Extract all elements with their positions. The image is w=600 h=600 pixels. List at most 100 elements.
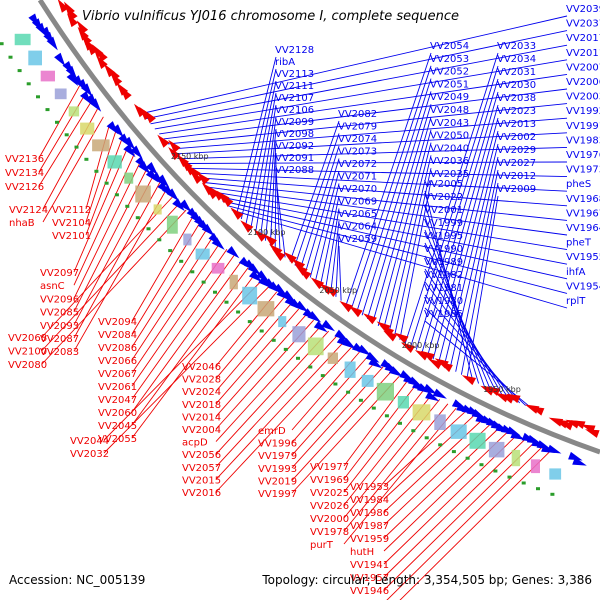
- forward-label-connector: [250, 92, 277, 228]
- gene-label-forward: VV2079: [338, 122, 377, 133]
- gc-skew-mark: [55, 120, 59, 124]
- gene-label-reverse: VV2080: [8, 360, 47, 371]
- kbp-tick-label: 2150 kbp: [171, 152, 209, 161]
- gene-label-reverse: VV2067: [98, 369, 137, 380]
- forward-label-connector: [338, 245, 342, 301]
- gene-label-forward: VV2053: [430, 54, 469, 65]
- gene-label-forward: VV2030: [497, 80, 536, 91]
- reverse-gene-arrow: [67, 13, 79, 28]
- feature-block: [549, 468, 562, 480]
- reverse-gene-arrow: [339, 300, 354, 313]
- forward-label-connector: [335, 233, 340, 297]
- gene-label-forward: VV2037: [566, 19, 600, 30]
- forward-gene-arrow: [357, 344, 372, 356]
- gc-skew-mark: [179, 259, 184, 263]
- gene-label-reverse: VV2084: [98, 330, 137, 341]
- forward-gene-arrow: [342, 337, 356, 349]
- forward-gene-arrow: [432, 388, 447, 399]
- reverse-gene-arrow: [66, 6, 78, 21]
- reverse-label-connector: [131, 255, 235, 400]
- gene-label-reverse: VV2134: [5, 168, 44, 179]
- forward-label-connector: [449, 156, 499, 369]
- forward-label-connector: [438, 130, 499, 363]
- forward-label-connector: [289, 120, 340, 262]
- gene-label-forward: VV2074: [338, 134, 377, 145]
- forward-gene-arrow: [313, 320, 328, 333]
- gene-label-forward: VV2071: [338, 172, 377, 183]
- reverse-gene-arrow: [571, 420, 586, 429]
- reverse-gene-arrow: [168, 147, 181, 161]
- gene-label-forward: VV1976: [566, 150, 600, 161]
- forward-label-connector: [427, 104, 499, 357]
- gene-label-forward: VV2052: [430, 67, 469, 78]
- gene-label-forward: VV1968: [566, 194, 600, 205]
- reverse-gene-arrow: [188, 165, 201, 179]
- gc-skew-mark: [507, 475, 512, 479]
- forward-label-connector: [466, 195, 499, 378]
- forward-gene-arrow: [54, 52, 66, 67]
- gene-label-forward: VV2031: [497, 67, 536, 78]
- forward-label-connector: [304, 158, 340, 274]
- forward-gene-arrow: [66, 72, 79, 86]
- reverse-gene-arrow: [205, 186, 219, 200]
- forward-label-connector: [231, 209, 568, 309]
- feature-block: [412, 404, 431, 421]
- forward-gene-arrow: [145, 162, 158, 176]
- gene-label-reverse: VV2136: [5, 154, 44, 165]
- gene-label-reverse: VV2047: [98, 395, 137, 406]
- forward-label-connector: [260, 116, 277, 237]
- reverse-gene-arrow: [253, 229, 267, 242]
- gene-label-reverse: VV1941: [350, 560, 389, 571]
- gc-skew-mark: [296, 356, 300, 360]
- forward-gene-arrow: [226, 246, 240, 259]
- gene-label-forward: VV1995: [424, 231, 463, 242]
- forward-label-connector: [213, 191, 568, 251]
- forward-label-connector: [167, 103, 568, 145]
- gene-label-forward: VV2128: [275, 45, 314, 56]
- gene-label-forward: VV2070: [338, 184, 377, 195]
- gc-skew-mark: [224, 300, 229, 304]
- feature-block: [153, 204, 162, 215]
- reverse-gene-arrow: [119, 86, 132, 101]
- reverse-label-connector: [131, 216, 194, 322]
- gene-label-forward: rplT: [566, 296, 586, 307]
- gene-label-reverse: VV2018: [182, 400, 221, 411]
- forward-label-connector: [299, 145, 340, 270]
- feature-block: [344, 361, 356, 378]
- forward-gene-arrow: [46, 36, 58, 51]
- gc-skew-mark: [45, 108, 50, 112]
- gene-label-forward: VV2036: [430, 156, 469, 167]
- gene-label-forward: VV1985: [424, 309, 463, 320]
- forward-gene-arrow: [256, 270, 270, 283]
- forward-label-connector: [424, 281, 515, 401]
- reverse-gene-arrow: [263, 234, 277, 247]
- gene-label-forward: VV2073: [338, 147, 377, 158]
- gene-label-reverse: VV2100: [8, 347, 47, 358]
- gene-label-forward: VV2009: [497, 184, 536, 195]
- gc-skew-mark: [64, 133, 69, 137]
- reverse-gene-arrow: [506, 393, 521, 404]
- feature-block: [397, 396, 409, 409]
- forward-label-connector: [325, 208, 340, 290]
- gene-label-forward: VV2035: [430, 169, 469, 180]
- forward-gene-arrow: [422, 383, 437, 395]
- gene-label-forward: VV2023: [497, 106, 536, 117]
- reverse-gene-arrow: [363, 313, 377, 325]
- reverse-label-connector: [131, 249, 228, 387]
- forward-gene-arrow: [123, 136, 136, 150]
- forward-label-connector: [154, 59, 568, 130]
- gene-label-forward: VV2088: [275, 165, 314, 176]
- gc-skew-mark: [358, 398, 363, 402]
- reverse-gene-arrow: [240, 220, 254, 233]
- feature-block: [361, 374, 374, 387]
- reverse-gene-arrow: [530, 406, 545, 416]
- gene-label-forward: VV2022: [424, 192, 463, 203]
- reverse-label-connector: [291, 371, 392, 481]
- reverse-label-connector: [343, 390, 424, 493]
- gene-label-reverse: VV2014: [182, 412, 221, 423]
- gene-label-reverse: VV1986: [350, 508, 389, 519]
- feature-block: [92, 139, 110, 152]
- gene-label-reverse: VV2028: [182, 375, 221, 386]
- gene-label-forward: pheS: [566, 179, 591, 190]
